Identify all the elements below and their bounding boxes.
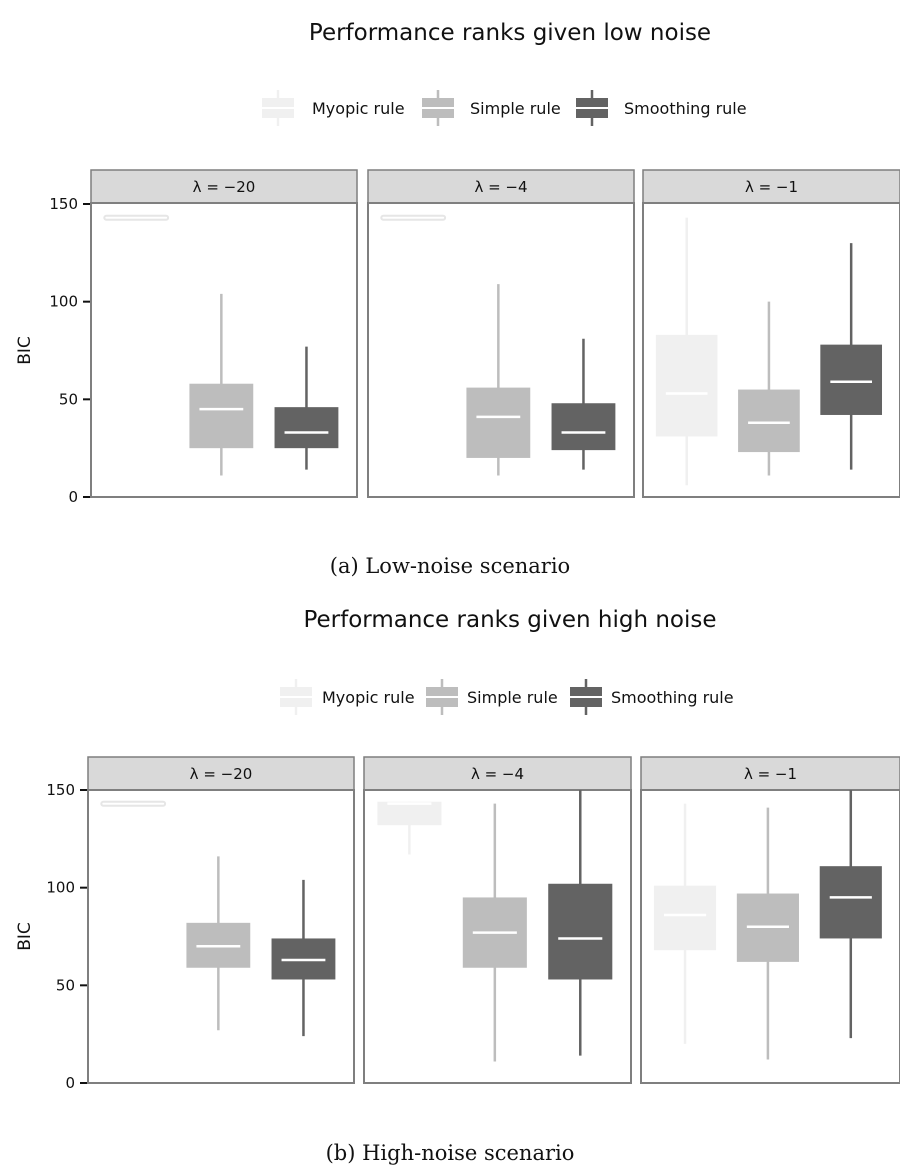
box-smoothing-rule xyxy=(820,243,883,470)
chart-0: Performance ranks given low noise Myopic … xyxy=(15,20,900,578)
legend-key xyxy=(280,679,312,715)
facet-strip xyxy=(367,169,635,204)
legend-label: Smoothing rule xyxy=(611,688,734,707)
box-myopic-rule xyxy=(103,214,170,221)
facet-plot-area xyxy=(90,202,358,498)
facet-panel: λ = −1 xyxy=(642,169,900,498)
y-tick-label: 100 xyxy=(46,879,75,897)
y-tick-label: 150 xyxy=(49,195,78,213)
figure-caption: (a) Low-noise scenario xyxy=(330,554,570,578)
legend-key xyxy=(426,679,458,715)
box-myopic-rule xyxy=(377,801,442,855)
box-simple-rule xyxy=(189,293,254,476)
facet-strip xyxy=(642,169,900,204)
box-body xyxy=(820,344,883,415)
box-simple-rule xyxy=(186,856,251,1031)
box-myopic-rule xyxy=(380,214,447,221)
box-body xyxy=(551,403,616,451)
box-smoothing-rule xyxy=(819,790,882,1039)
box-body xyxy=(548,883,613,980)
legend-key xyxy=(576,90,608,126)
facet-panel: λ = −20 xyxy=(90,169,358,498)
y-tick-label: 0 xyxy=(68,488,78,506)
box-body xyxy=(738,389,800,453)
facet-label: λ = −20 xyxy=(193,178,256,196)
box-body xyxy=(100,800,167,807)
facet-label: λ = −4 xyxy=(474,178,527,196)
box-smoothing-rule xyxy=(274,346,339,470)
box-body xyxy=(103,214,170,221)
legend-label: Myopic rule xyxy=(322,688,415,707)
facet-label: λ = −4 xyxy=(471,765,524,783)
box-body xyxy=(819,866,882,939)
box-smoothing-rule xyxy=(551,338,616,470)
legend-label: Simple rule xyxy=(467,688,558,707)
box-body xyxy=(466,387,531,458)
legend-key xyxy=(570,679,602,715)
chart-title: Performance ranks given low noise xyxy=(309,20,711,46)
y-tick-label: 50 xyxy=(56,976,75,994)
chart-1: Performance ranks given high noise Myopic… xyxy=(15,607,900,1165)
y-axis: 0 50 100 150 xyxy=(46,781,88,1092)
facet-strip xyxy=(90,169,358,204)
box-body xyxy=(655,334,718,437)
box-simple-rule xyxy=(462,803,527,1062)
box-myopic-rule xyxy=(653,803,717,1044)
y-tick-label: 150 xyxy=(46,781,75,799)
box-myopic-rule xyxy=(655,217,718,486)
legend-key xyxy=(262,90,294,126)
facet-panel: λ = −4 xyxy=(367,169,635,498)
facet-panel: λ = −4 xyxy=(363,756,632,1084)
legend: Myopic rule Simple rule Smoothing rule xyxy=(280,679,734,715)
legend-key xyxy=(422,90,454,126)
legend-label: Myopic rule xyxy=(312,99,405,118)
legend-label: Simple rule xyxy=(470,99,561,118)
box-body xyxy=(653,885,717,951)
figure-caption: (b) High-noise scenario xyxy=(326,1141,575,1165)
box-simple-rule xyxy=(738,301,800,476)
y-axis-label: BIC xyxy=(15,922,35,951)
y-tick-label: 0 xyxy=(65,1074,75,1092)
box-body xyxy=(380,214,447,221)
legend: Myopic rule Simple rule Smoothing rule xyxy=(262,90,747,126)
box-myopic-rule xyxy=(100,800,167,807)
box-smoothing-rule xyxy=(548,790,613,1056)
facet-panel: λ = −20 xyxy=(87,756,355,1084)
box-body xyxy=(189,383,254,449)
facet-strip xyxy=(87,756,355,791)
facet-label: λ = −20 xyxy=(190,765,253,783)
facet-panel: λ = −1 xyxy=(640,756,900,1084)
facet-label: λ = −1 xyxy=(744,765,797,783)
legend-label: Smoothing rule xyxy=(624,99,747,118)
y-tick-label: 100 xyxy=(49,293,78,311)
y-axis-label: BIC xyxy=(15,336,35,365)
box-smoothing-rule xyxy=(271,879,336,1037)
chart-title: Performance ranks given high noise xyxy=(303,607,716,633)
box-body xyxy=(377,801,442,826)
facet-label: λ = −1 xyxy=(745,178,798,196)
box-body xyxy=(274,407,339,449)
facet-strip xyxy=(363,756,632,791)
box-simple-rule xyxy=(736,807,799,1060)
y-tick-label: 50 xyxy=(59,390,78,408)
box-simple-rule xyxy=(466,284,531,476)
facet-strip xyxy=(640,756,900,791)
y-axis: 0 50 100 150 xyxy=(49,195,91,506)
